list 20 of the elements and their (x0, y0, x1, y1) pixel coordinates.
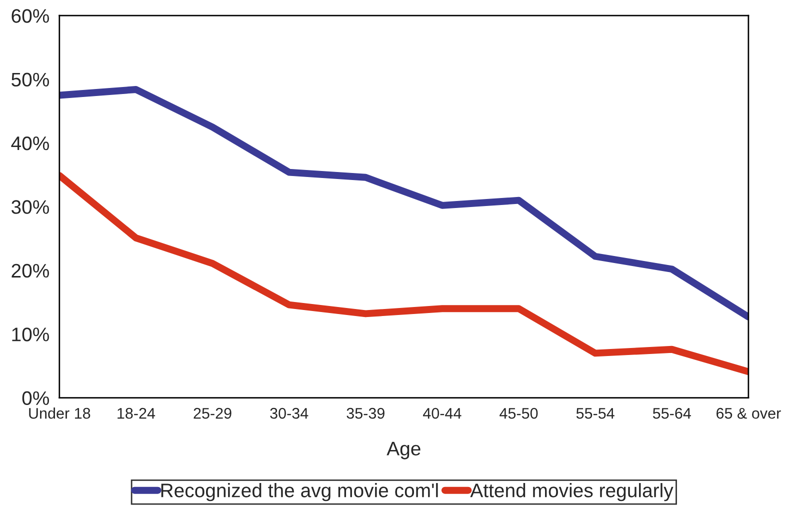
x-tick-label: 65 & over (716, 408, 781, 419)
x-tick-label: 25-29 (194, 408, 232, 419)
y-tick-label: 10% (12, 328, 49, 342)
legend-label: Attend movies regularly (470, 483, 674, 502)
y-tick-label: 50% (12, 72, 49, 87)
x-tick-label: Under 18 (29, 408, 90, 419)
y-tick-label: 60% (12, 9, 49, 23)
x-tick-label: 55-64 (652, 408, 691, 419)
x-axis-title: Age (386, 442, 420, 460)
x-tick-label: 40-44 (423, 408, 462, 419)
y-tick-label: 0% (22, 391, 49, 406)
y-tick-label: 40% (11, 136, 49, 150)
legend-label: Recognized the avg movie com'l (161, 483, 438, 502)
x-tick-label: 35-39 (346, 408, 384, 419)
x-tick-label: 55-54 (576, 408, 614, 419)
x-tick-label: 18-24 (118, 408, 156, 419)
y-tick-label: 20% (12, 264, 49, 278)
y-tick-label: 30% (12, 200, 49, 214)
x-tick-label: 45-50 (500, 408, 538, 419)
x-tick-label: 30-34 (270, 408, 308, 419)
